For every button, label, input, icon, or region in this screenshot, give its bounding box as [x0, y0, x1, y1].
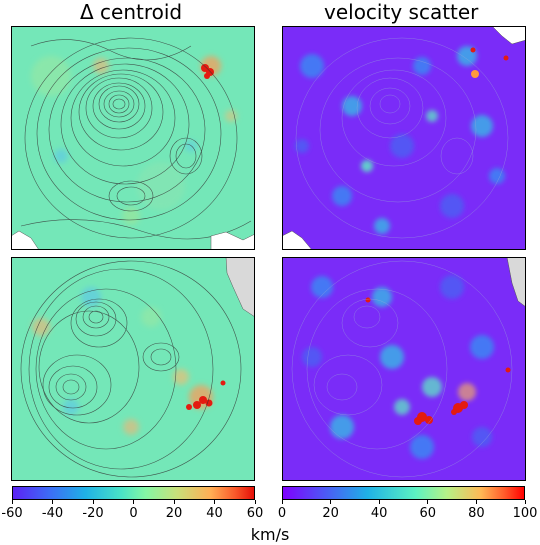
colorbar-tick-mark-delta — [173, 500, 175, 504]
title-velocity-scatter: velocity scatter — [324, 0, 479, 24]
colorbar-unit-label: km/s — [250, 525, 290, 544]
colorbar-tick-label-delta: -40 — [41, 506, 64, 521]
colorbar-tick-label-scatter: 20 — [322, 506, 339, 521]
colorbar-tick-label-delta: 20 — [165, 506, 183, 521]
colorbar-tick-mark-delta — [133, 500, 134, 504]
colorbar-tick-mark-delta — [52, 500, 53, 504]
map-velocity-scatter-top — [282, 26, 526, 250]
hotspot-top-right — [470, 47, 509, 78]
colorbar-tick-mark-delta — [11, 500, 13, 504]
map-delta-centroid-bottom — [11, 257, 255, 481]
hotspot-top-left — [201, 64, 214, 79]
colorbar-tick-label-scatter: 60 — [419, 506, 437, 521]
colorbar-delta-centroid — [12, 486, 255, 500]
hotspot-bottom-left — [186, 380, 226, 410]
hotspot-bottom-right — [365, 297, 511, 425]
colorbar-tick-label-scatter: 40 — [370, 506, 388, 521]
colorbar-tick-label-delta: 0 — [129, 506, 138, 521]
colorbar-tick-mark-delta — [254, 500, 256, 504]
colorbar-tick-mark-scatter — [475, 500, 477, 504]
colorbar-tick-mark-delta — [92, 500, 94, 504]
colorbar-tick-mark-delta — [214, 500, 215, 504]
colorbar-tick-mark-scatter — [427, 500, 429, 504]
map-velocity-scatter-bottom — [282, 257, 526, 481]
colorbar-tick-label-scatter: 0 — [277, 506, 287, 521]
colorbar-tick-label-delta: -20 — [82, 506, 104, 521]
colorbar-tick-mark-scatter — [330, 500, 332, 504]
colorbar-tick-mark-scatter — [524, 500, 526, 504]
map-delta-centroid-top — [11, 26, 255, 250]
colorbar-tick-label-scatter: 100 — [512, 506, 538, 521]
colorbar-tick-label-delta: 40 — [206, 506, 223, 521]
colorbar-velocity-scatter — [282, 486, 525, 500]
title-delta-centroid: Δ centroid — [80, 0, 183, 24]
colorbar-tick-mark-scatter — [378, 500, 380, 504]
colorbar-tick-label-delta: -60 — [1, 506, 23, 521]
colorbar-tick-label-scatter: 80 — [468, 506, 485, 521]
colorbar-tick-mark-scatter — [281, 500, 283, 504]
colorbar-tick-label-delta: 60 — [246, 506, 264, 521]
